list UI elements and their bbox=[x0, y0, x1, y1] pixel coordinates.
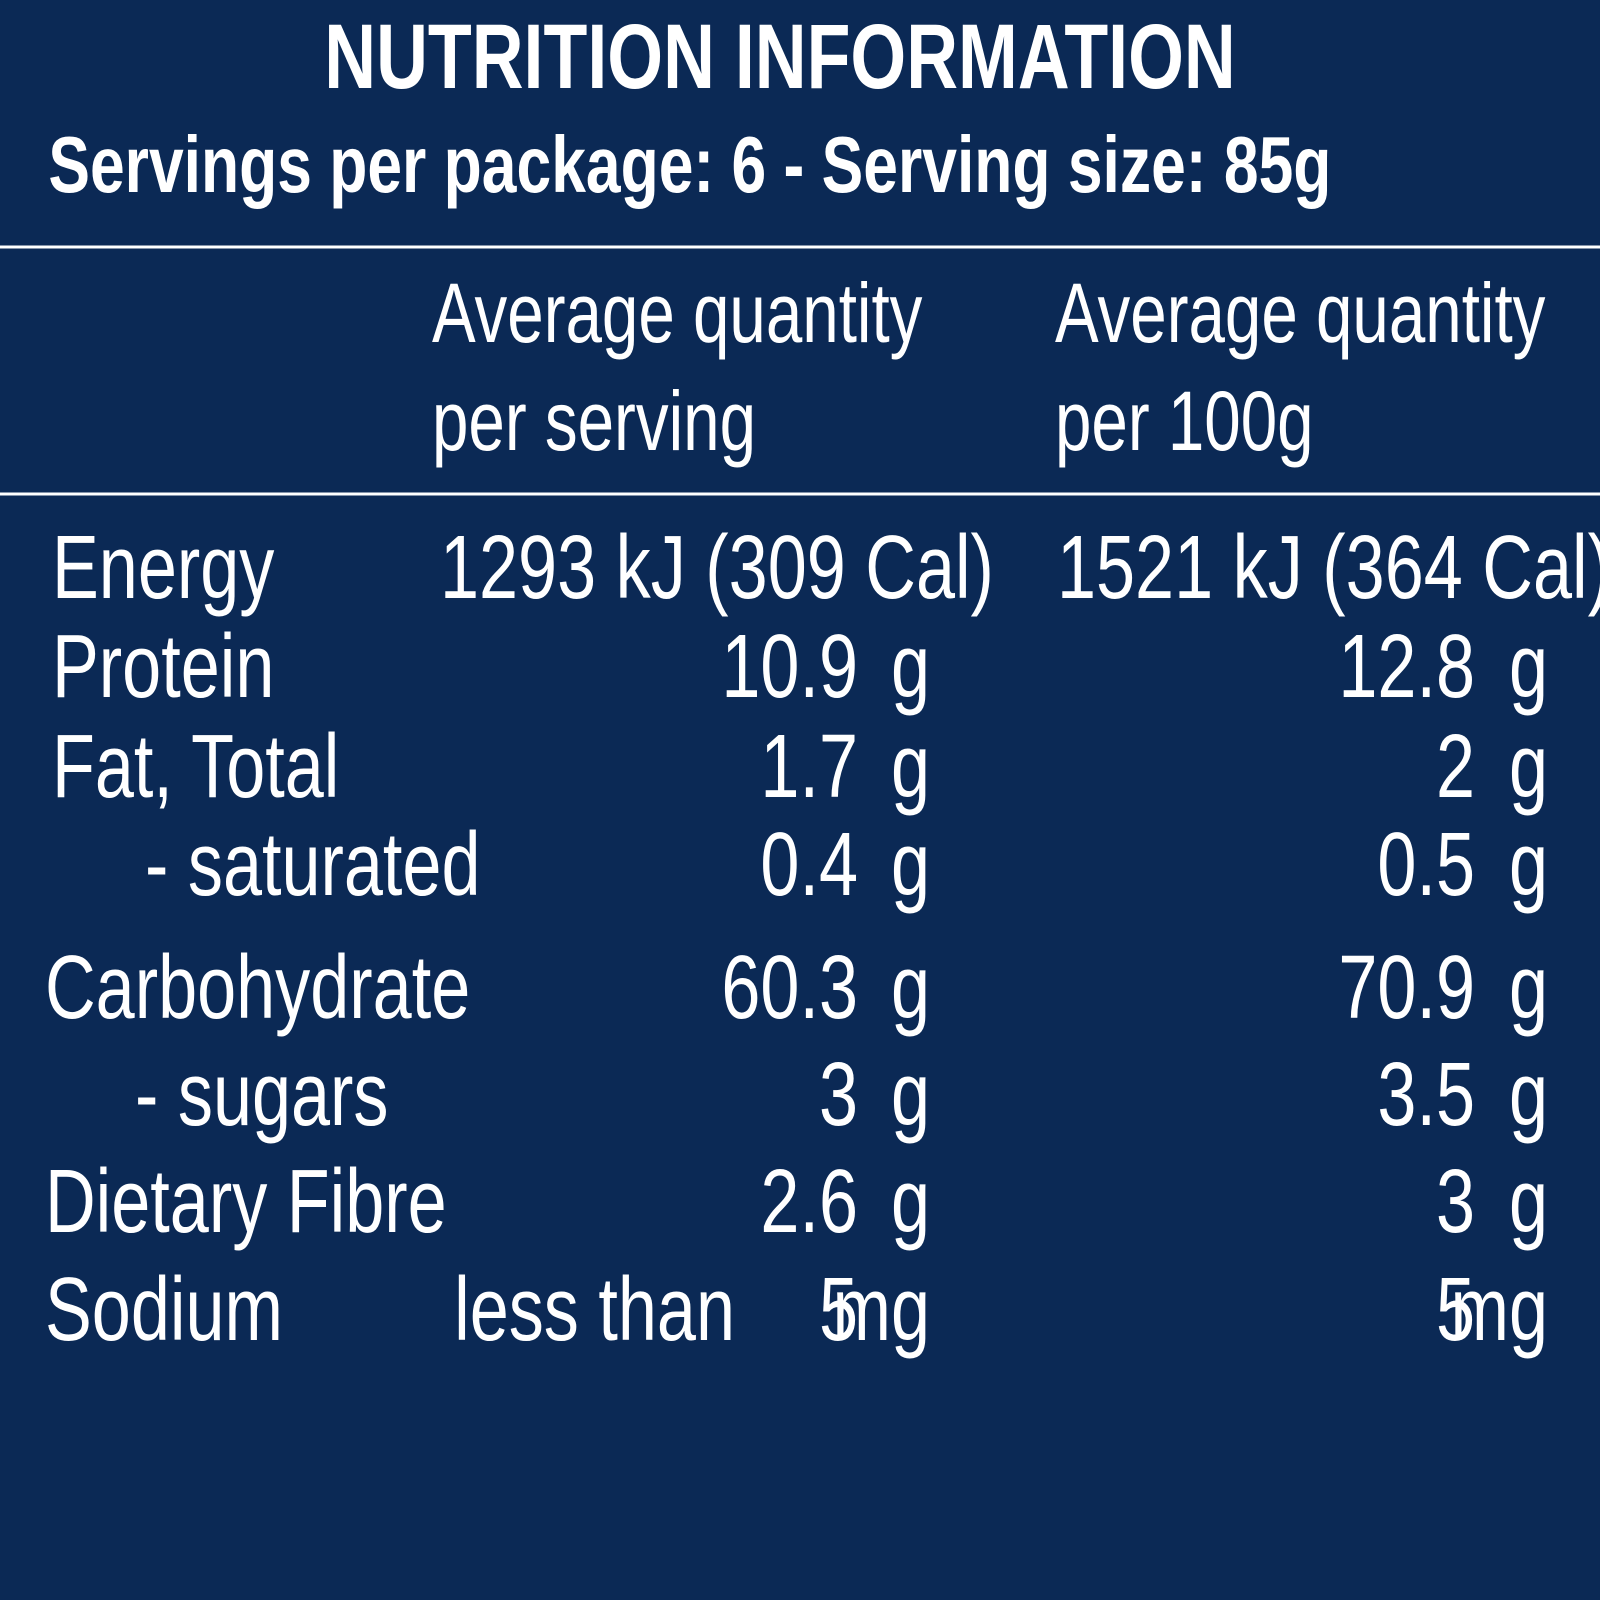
quantity: 1521 kJ (364 Cal) bbox=[1057, 518, 1600, 618]
quantity-unit: g bbox=[1509, 1045, 1548, 1145]
quantity: 1293 kJ (309 Cal) bbox=[440, 518, 994, 618]
quantity-amount: 5 bbox=[1436, 1260, 1475, 1360]
nutrient-name: Energy bbox=[52, 518, 275, 618]
quantity-amount: 10.9 bbox=[721, 617, 858, 717]
nutrient-name: Carbohydrate bbox=[45, 938, 470, 1038]
quantity-unit: g bbox=[1509, 617, 1548, 717]
quantity-unit: g bbox=[891, 717, 930, 817]
quantity-unit: mg bbox=[1451, 1260, 1548, 1360]
quantity-amount: 0.4 bbox=[760, 815, 858, 915]
column-header: Average quantity bbox=[1055, 266, 1546, 360]
quantity-unit: g bbox=[1509, 717, 1548, 817]
nutrient-name: Protein bbox=[52, 617, 274, 717]
quantity-amount: 2.6 bbox=[760, 1152, 858, 1252]
title: NUTRITION INFORMATION bbox=[324, 5, 1235, 108]
quantity-amount: 3 bbox=[819, 1045, 858, 1145]
quantity-amount: 0.5 bbox=[1377, 815, 1475, 915]
quantity-amount: 3 bbox=[1436, 1152, 1475, 1252]
quantity-unit: g bbox=[891, 938, 930, 1038]
quantity-unit: g bbox=[891, 815, 930, 915]
nutrient-name: - saturated bbox=[145, 815, 480, 915]
quantity-amount: 70.9 bbox=[1338, 938, 1475, 1038]
quantity-unit: g bbox=[1509, 938, 1548, 1038]
quantity-unit: g bbox=[891, 617, 930, 717]
column-header: Average quantity bbox=[432, 266, 923, 360]
quantity-unit: g bbox=[1509, 815, 1548, 915]
nutrient-name: - sugars bbox=[135, 1045, 389, 1145]
quantity-unit: g bbox=[891, 1045, 930, 1145]
nutrient-name: Sodium bbox=[45, 1260, 283, 1360]
quantity-amount: 5 bbox=[819, 1260, 858, 1360]
quantity-amount: 3.5 bbox=[1377, 1045, 1475, 1145]
column-header: per serving bbox=[432, 374, 756, 468]
quantity-amount: 12.8 bbox=[1338, 617, 1475, 717]
nutrient-name: Dietary Fibre bbox=[45, 1152, 447, 1252]
text-layer: NUTRITION INFORMATION Servings per packa… bbox=[45, 5, 1600, 1360]
subtitle: Servings per package: 6 - Serving size: … bbox=[48, 121, 1331, 210]
column-header: per 100g bbox=[1055, 374, 1314, 468]
quantity-amount: 60.3 bbox=[721, 938, 858, 1038]
quantity-prefix: less than bbox=[454, 1260, 735, 1360]
quantity-unit: g bbox=[1509, 1152, 1548, 1252]
nutrient-name: Fat, Total bbox=[52, 717, 339, 817]
quantity-amount: 1.7 bbox=[760, 717, 858, 817]
quantity-unit: mg bbox=[833, 1260, 930, 1360]
quantity-unit: g bbox=[891, 1152, 930, 1252]
quantity-amount: 2 bbox=[1436, 717, 1475, 817]
